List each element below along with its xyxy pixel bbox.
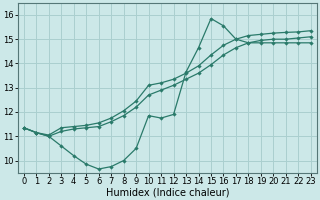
X-axis label: Humidex (Indice chaleur): Humidex (Indice chaleur) <box>106 187 229 197</box>
